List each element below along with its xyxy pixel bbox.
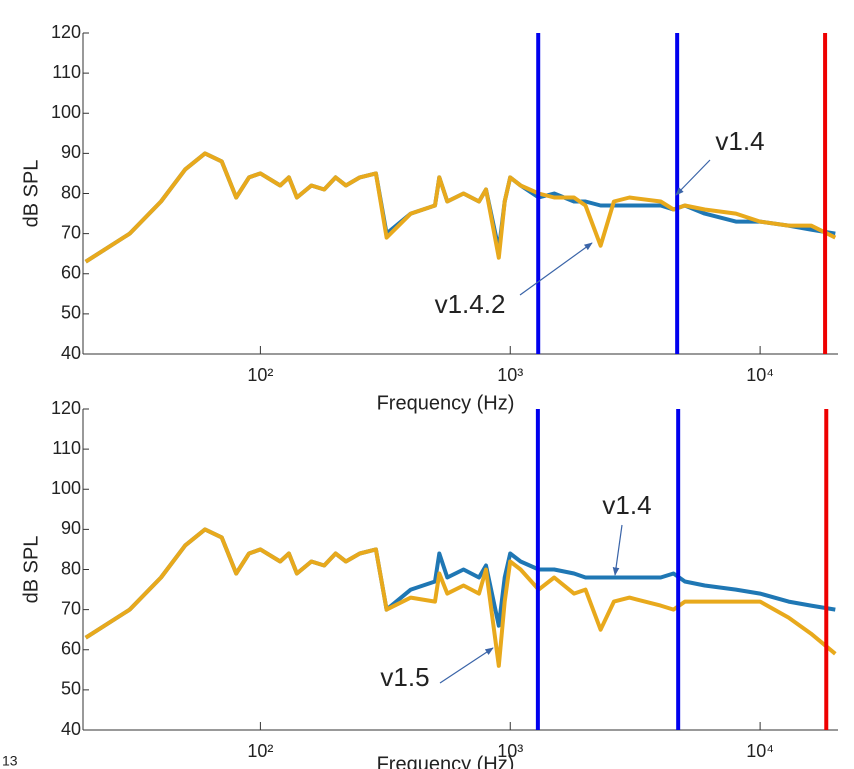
x-axis-label: Frequency (Hz): [377, 392, 515, 414]
annotation: v1.4: [715, 126, 764, 156]
series-line: [84, 527, 837, 668]
y-tick-label: 80: [61, 182, 81, 202]
y-tick-label: 110: [52, 62, 81, 82]
annotation-arrow: [519, 242, 593, 296]
x-tick-label: 10⁴: [746, 741, 774, 761]
series-line: [84, 151, 837, 264]
y-tick-label: 100: [51, 478, 81, 498]
series-line: [84, 527, 836, 640]
y-tick-label: 120: [51, 398, 81, 418]
y-tick-label: 50: [61, 679, 81, 699]
annotation-arrow: [439, 647, 494, 684]
series-line: [84, 151, 836, 264]
y-tick-label: 80: [61, 558, 81, 578]
y-tick-label: 50: [61, 303, 81, 323]
x-tick-label: 10²: [247, 365, 273, 385]
x-tick-label: 10³: [497, 365, 523, 385]
x-tick-label: 10²: [247, 741, 273, 761]
y-axis-label: dB SPL: [20, 536, 42, 604]
y-tick-label: 60: [61, 263, 81, 283]
x-tick-label: 10⁴: [746, 365, 774, 385]
y-tick-label: 40: [61, 343, 81, 363]
y-tick-label: 70: [61, 598, 81, 618]
y-tick-label: 70: [61, 222, 81, 242]
y-tick-label: 120: [51, 22, 81, 42]
annotation-arrow: [612, 524, 623, 576]
y-tick-label: 40: [61, 719, 81, 739]
annotation-arrow: [675, 159, 711, 196]
y-tick-label: 90: [61, 518, 81, 538]
y-tick-label: 100: [51, 102, 81, 122]
corner-text: 13: [2, 753, 18, 769]
x-axis-label: Frequency (Hz): [377, 753, 515, 769]
annotation: v1.4: [602, 490, 651, 520]
y-tick-label: 110: [52, 438, 81, 458]
y-tick-label: 90: [61, 142, 81, 162]
annotation: v1.4.2: [435, 289, 506, 319]
y-tick-label: 60: [61, 639, 81, 659]
annotation: v1.5: [380, 662, 429, 692]
x-tick-label: 10³: [497, 741, 523, 761]
y-axis-label: dB SPL: [20, 160, 42, 228]
